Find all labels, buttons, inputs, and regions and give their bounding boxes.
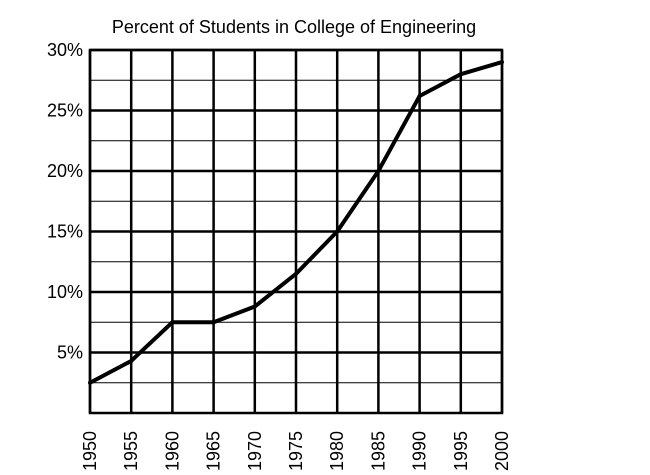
data-point-2000 bbox=[500, 60, 504, 65]
chart-title: Percent of Students in College of Engine… bbox=[112, 17, 476, 37]
x-tick-labels: 1950 1955 1960 1965 1970 1975 1980 1985 1990 1995… bbox=[80, 431, 512, 471]
y-tick-labels: 5% 10% 15% 20% 25% 30% bbox=[47, 40, 83, 363]
y-tick-label: 30% bbox=[47, 40, 83, 60]
grid bbox=[88, 48, 504, 415]
series-layer bbox=[88, 60, 504, 385]
data-point-1980 bbox=[335, 229, 340, 234]
x-tick-label: 1970 bbox=[245, 431, 265, 471]
data-point-1950 bbox=[88, 380, 92, 385]
y-tick-label: 10% bbox=[47, 282, 83, 302]
data-point-1995 bbox=[458, 72, 463, 77]
y-tick-label: 25% bbox=[47, 101, 83, 121]
y-tick-label: 20% bbox=[47, 161, 83, 181]
y-tick-label: 5% bbox=[57, 343, 83, 363]
x-tick-label: 1975 bbox=[286, 431, 306, 471]
x-tick-label: 1985 bbox=[368, 431, 388, 471]
y-tick-label: 15% bbox=[47, 222, 83, 242]
data-point-1985 bbox=[376, 169, 381, 173]
data-point-1990 bbox=[417, 93, 422, 98]
data-point-1960 bbox=[170, 320, 175, 325]
x-tick-label: 1955 bbox=[121, 431, 141, 471]
x-tick-label: 1980 bbox=[327, 431, 347, 471]
x-tick-label: 1990 bbox=[410, 431, 430, 471]
data-point-1970 bbox=[252, 304, 257, 309]
x-tick-label: 1950 bbox=[80, 431, 100, 471]
x-tick-label: 1965 bbox=[204, 431, 224, 471]
x-tick-label: 1995 bbox=[451, 431, 471, 471]
x-tick-label: 2000 bbox=[492, 431, 512, 471]
data-point-1965 bbox=[211, 320, 216, 325]
plot-frame bbox=[88, 48, 504, 415]
x-tick-label: 1960 bbox=[162, 431, 182, 471]
data-point-1975 bbox=[294, 271, 298, 276]
data-point-1955 bbox=[129, 358, 134, 363]
